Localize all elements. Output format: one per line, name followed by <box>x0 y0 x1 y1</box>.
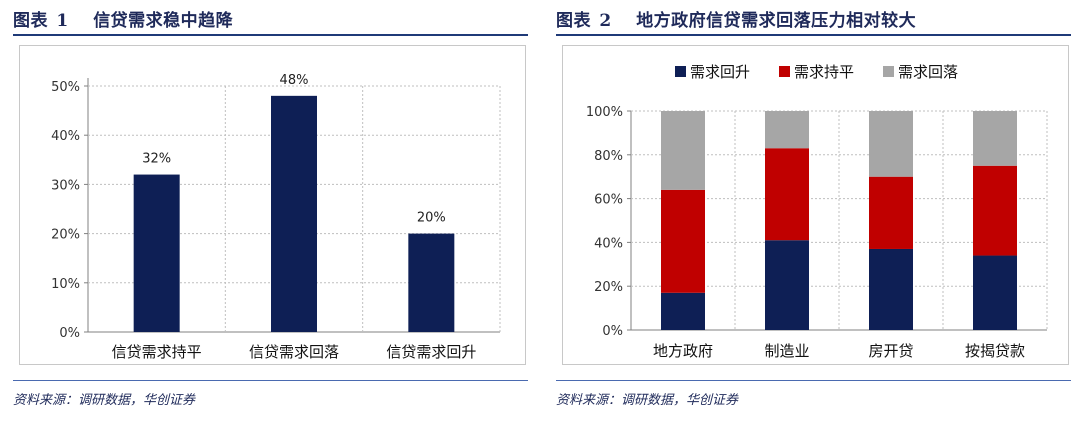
bar-segment <box>661 189 705 293</box>
bar-chart-left: 0% 10% 20% 30% 40% 50% 32% 信贷需求持平 48% 信贷需求回落 20% 信贷… <box>51 73 501 361</box>
y-tick-label: 0% <box>602 324 623 339</box>
y-tick-label: 80% <box>594 149 623 164</box>
legend-label: 需求回升 <box>690 63 750 81</box>
x-tick-label: 地方政府 <box>653 342 713 360</box>
y-tick-label: 60% <box>594 193 623 208</box>
data-label: 20% <box>417 211 446 226</box>
x-tick-label: 制造业 <box>764 342 809 360</box>
bar-segment <box>973 255 1017 330</box>
data-label: 48% <box>280 73 309 88</box>
y-tick-label: 20% <box>594 280 623 295</box>
legend-label: 需求回落 <box>898 63 958 81</box>
bar <box>271 95 317 332</box>
legend-label: 需求持平 <box>794 63 854 81</box>
data-label: 32% <box>142 152 171 167</box>
title-number: 1 <box>56 11 69 31</box>
bar-segment <box>869 176 913 249</box>
y-tick-label: 20% <box>51 228 80 243</box>
chart-area-right: 需求回升 需求持平 需求回落 0% 20% 40% 60% 80% 100% 地方政府 制造业 房开贷… <box>562 45 1069 365</box>
bar-segment <box>765 148 809 241</box>
source-rule <box>13 380 528 381</box>
y-tick-label: 10% <box>51 277 80 292</box>
bar-segment <box>973 111 1017 166</box>
legend-swatch <box>883 66 894 77</box>
bar-segment <box>869 248 913 330</box>
bar-segment <box>661 292 705 330</box>
y-tick-label: 100% <box>586 105 623 120</box>
title-rule <box>13 34 528 36</box>
bar-segment <box>765 240 809 330</box>
source-note-right: 资料来源：调研数据，华创证券 <box>556 393 739 408</box>
title-label: 图表 <box>556 11 591 31</box>
source-rule <box>556 380 1071 381</box>
bar-segment <box>973 165 1017 256</box>
x-tick-label: 按揭贷款 <box>965 342 1025 360</box>
y-tick-label: 40% <box>594 236 623 251</box>
source-note-left: 资料来源：调研数据，华创证券 <box>13 393 196 408</box>
chart-title-left: 图表 1 信贷需求稳中趋降 <box>13 6 233 31</box>
legend-swatch <box>675 66 686 77</box>
x-tick-label: 信贷需求持平 <box>112 343 202 361</box>
title-rule <box>556 34 1071 36</box>
bar <box>408 233 455 332</box>
bar-segment <box>765 111 809 149</box>
stacked-bar-chart-right: 需求回升 需求持平 需求回落 0% 20% 40% 60% 80% 100% 地方政府 制造业 房开贷… <box>586 63 1048 360</box>
bar-segment <box>869 111 913 177</box>
y-tick-label: 30% <box>51 178 80 193</box>
x-tick-label: 信贷需求回落 <box>249 343 339 361</box>
y-tick-label: 40% <box>51 129 80 144</box>
y-tick-label: 0% <box>59 326 80 341</box>
title-label: 图表 <box>13 11 48 31</box>
title-number: 2 <box>599 11 612 31</box>
bar <box>133 174 180 332</box>
y-tick-label: 50% <box>51 80 80 95</box>
chart-title-right: 图表 2 地方政府信贷需求回落压力相对较大 <box>556 6 916 31</box>
x-tick-label: 信贷需求回升 <box>386 343 476 361</box>
legend-swatch <box>779 66 790 77</box>
title-text: 地方政府信贷需求回落压力相对较大 <box>636 11 917 31</box>
bar-segment <box>661 111 705 190</box>
x-tick-label: 房开贷 <box>868 342 913 360</box>
title-text: 信贷需求稳中趋降 <box>93 11 234 31</box>
chart-area-left: 0% 10% 20% 30% 40% 50% 32% 信贷需求持平 48% 信贷需求回落 20% 信贷… <box>19 45 526 365</box>
